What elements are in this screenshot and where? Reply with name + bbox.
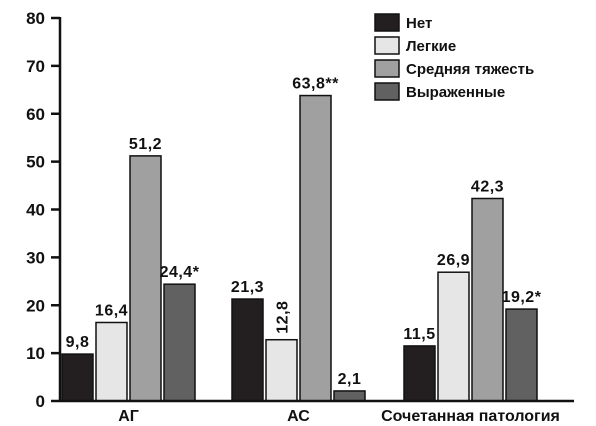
legend-label: Средняя тяжесть	[406, 61, 534, 78]
bar	[471, 197, 504, 402]
legend-item: Выраженные	[374, 82, 505, 101]
bar	[403, 345, 436, 402]
bar	[265, 338, 298, 402]
y-tick-label: 20	[26, 296, 45, 315]
legend-item: Легкие	[374, 36, 456, 55]
data-label: 51,2	[129, 136, 162, 153]
legend-label: Легкие	[406, 38, 456, 55]
y-tick-label: 30	[26, 248, 45, 267]
legend-label: Нет	[406, 15, 432, 32]
bar	[61, 353, 94, 402]
data-label: 63,8**	[292, 76, 339, 93]
x-axis: АГ АС Сочетанная патология	[60, 399, 574, 425]
y-axis: 0 10 20 30 40 50 60 70 80	[26, 9, 62, 411]
legend-item: Нет	[374, 13, 432, 32]
data-labels: 9,8 16,4 51,2 24,4* 21,3 12,8 63,8** 2,1 11,5 26,…	[66, 76, 542, 388]
legend-label: Выраженные	[406, 84, 505, 101]
y-tick-label: 60	[26, 105, 45, 124]
legend-swatch	[374, 59, 400, 78]
data-label: 19,2*	[502, 289, 542, 306]
bar	[231, 298, 264, 402]
legend: Нет Легкие Средняя тяжесть Выраженные	[374, 13, 534, 101]
data-label: 26,9	[437, 252, 470, 269]
y-tick-label: 50	[26, 153, 45, 172]
bar	[129, 155, 162, 402]
data-label: 42,3	[471, 178, 504, 195]
category-label: АС	[287, 408, 310, 425]
legend-swatch	[374, 36, 400, 55]
bar	[505, 308, 538, 402]
data-label: 12,8	[275, 301, 292, 334]
y-tick-label: 80	[26, 9, 45, 28]
bar	[163, 283, 196, 402]
legend-item: Средняя тяжесть	[374, 59, 534, 78]
legend-swatch	[374, 13, 400, 32]
y-tick-label: 0	[36, 392, 45, 411]
data-label: 11,5	[403, 326, 435, 343]
data-label: 2,1	[338, 371, 362, 388]
data-label: 9,8	[66, 334, 90, 351]
category-label: Сочетанная патология	[381, 408, 560, 425]
y-tick-label: 40	[26, 201, 45, 220]
category-label: АГ	[118, 408, 139, 425]
bar	[95, 321, 128, 402]
bar	[299, 94, 332, 402]
legend-swatch	[374, 82, 400, 101]
bar	[437, 271, 470, 402]
y-tick-label: 10	[26, 344, 45, 363]
data-label: 24,4*	[160, 264, 200, 281]
bar	[333, 390, 366, 402]
data-label: 21,3	[231, 279, 264, 296]
y-tick-label: 70	[26, 57, 45, 76]
data-label: 16,4	[95, 302, 128, 319]
